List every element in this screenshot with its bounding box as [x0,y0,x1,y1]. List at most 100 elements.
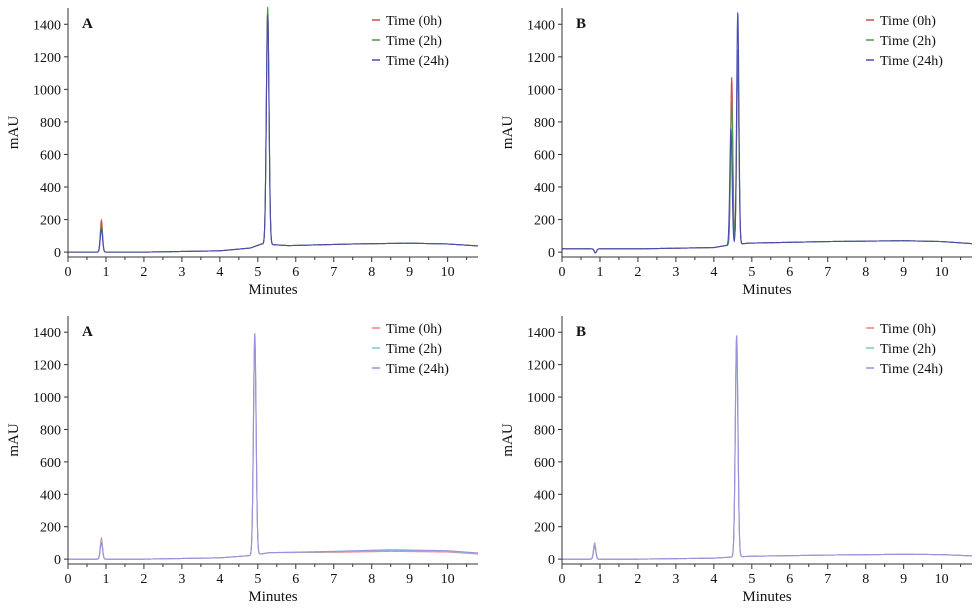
x-axis-title: Minutes [742,589,791,605]
y-tick-label: 200 [40,521,61,536]
x-tick-label: 1 [102,572,109,587]
legend-entry: Time (24h) [880,362,943,377]
y-tick-label: 600 [40,456,61,471]
legend-entry: Time (2h) [880,342,936,357]
y-tick-label: 1000 [527,391,555,406]
legend-entry: Time (2h) [386,34,442,49]
x-tick-label: 6 [786,572,793,587]
y-tick-label: 0 [548,246,555,261]
x-tick-label: 1 [596,572,603,587]
y-tick-label: 1400 [527,326,555,341]
panel-label: B [576,324,586,340]
x-tick-label: 9 [406,265,413,280]
y-tick-label: 1200 [33,359,61,374]
panel-label: B [576,16,586,32]
x-tick-label: 4 [216,265,223,280]
y-tick-label: 800 [534,116,555,131]
x-tick-label: 8 [862,572,869,587]
y-tick-label: 1400 [527,18,555,33]
x-tick-label: 9 [900,572,907,587]
x-tick-label: 5 [254,572,261,587]
x-tick-label: 10 [441,572,455,587]
legend-entry: Time (24h) [386,362,449,377]
legend-entry: Time (24h) [386,54,449,69]
x-tick-label: 6 [292,265,299,280]
y-tick-label: 1200 [33,51,61,66]
chart-panel-3: 0 200 400 600 800 1000 1200 1400 0 1 2 3 4 5 6 7 8 9 10 Min… [6,316,479,605]
x-tick-label: 0 [65,572,72,587]
x-tick-label: 4 [710,265,717,280]
series-line-1 [562,65,973,254]
x-tick-label: 7 [330,572,337,587]
legend-entry: Time (2h) [386,342,442,357]
y-tick-label: 1400 [33,18,61,33]
y-tick-label: 600 [534,148,555,163]
series-line-2 [562,344,973,560]
x-tick-label: 7 [824,572,831,587]
x-tick-label: 2 [634,265,641,280]
series-line-3 [68,333,479,560]
x-tick-label: 10 [441,265,455,280]
x-tick-label: 10 [935,265,949,280]
y-tick-label: 600 [534,456,555,471]
y-axis-title: mAU [500,423,516,457]
x-tick-label: 2 [140,265,147,280]
y-axis-title: mAU [6,423,22,457]
y-tick-label: 600 [40,148,61,163]
x-tick-label: 5 [254,265,261,280]
y-tick-label: 0 [548,553,555,568]
x-tick-label: 2 [140,572,147,587]
x-tick-label: 0 [559,265,566,280]
x-tick-label: 3 [178,265,185,280]
x-axis-title: Minutes [248,282,297,298]
legend-entry: Time (0h) [880,14,936,29]
x-tick-label: 3 [178,572,185,587]
legend-entry: Time (2h) [880,34,936,49]
y-tick-label: 400 [40,488,61,503]
y-tick-label: 200 [534,521,555,536]
series-line-2 [562,49,973,254]
x-tick-label: 1 [102,265,109,280]
y-tick-label: 1000 [33,83,61,98]
x-tick-label: 4 [710,572,717,587]
panel-label: A [82,16,93,32]
chart-panel-4: 0 200 400 600 800 1000 1200 1400 0 1 2 3 4 5 6 7 8 9 10 Min… [500,316,973,605]
y-tick-label: 400 [534,488,555,503]
legend-entry: Time (24h) [880,54,943,69]
y-tick-label: 1200 [527,51,555,66]
y-tick-label: 1000 [33,391,61,406]
x-tick-label: 0 [65,265,72,280]
y-tick-label: 800 [40,423,61,438]
y-tick-label: 200 [534,214,555,229]
series-line-3 [68,14,479,253]
y-axis-title: mAU [6,116,22,150]
y-tick-label: 800 [534,423,555,438]
x-tick-label: 4 [216,572,223,587]
legend-entry: Time (0h) [386,14,442,29]
legend-entry: Time (0h) [386,322,442,337]
x-tick-label: 7 [824,265,831,280]
x-tick-label: 2 [634,572,641,587]
x-tick-label: 1 [596,265,603,280]
x-tick-label: 5 [748,265,755,280]
y-tick-label: 1000 [527,83,555,98]
y-tick-label: 800 [40,116,61,131]
series-line-3 [562,335,973,560]
y-tick-label: 0 [54,246,61,261]
legend-entry: Time (0h) [880,322,936,337]
y-tick-label: 200 [40,214,61,229]
x-tick-label: 8 [368,265,375,280]
y-tick-label: 1200 [527,359,555,374]
x-tick-label: 9 [406,572,413,587]
series-line-3 [562,12,973,254]
x-tick-label: 3 [672,572,679,587]
x-axis-title: Minutes [742,282,791,298]
x-tick-label: 0 [559,572,566,587]
y-tick-label: 1400 [33,326,61,341]
x-tick-label: 8 [368,572,375,587]
x-tick-label: 8 [862,265,869,280]
x-tick-label: 5 [748,572,755,587]
x-axis-title: Minutes [248,589,297,605]
chart-panel-2: 0 200 400 600 800 1000 1200 1400 0 1 2 3 4 5 6 7 8 9 10 Min… [500,8,973,298]
